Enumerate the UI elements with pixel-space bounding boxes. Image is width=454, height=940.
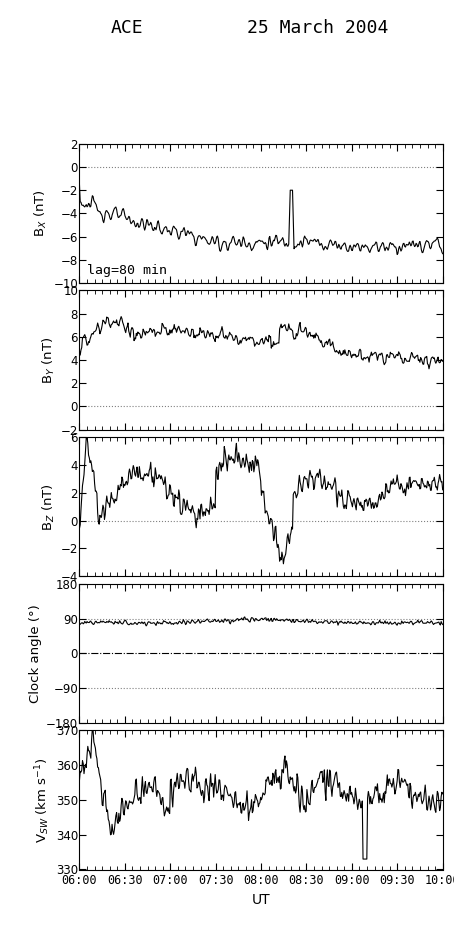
Text: 25 March 2004: 25 March 2004 [247, 19, 389, 37]
Y-axis label: V$_{SW}$ (km s$^{-1}$): V$_{SW}$ (km s$^{-1}$) [33, 757, 52, 843]
Text: ACE: ACE [111, 19, 143, 37]
X-axis label: UT: UT [252, 893, 271, 907]
Text: lag=80 min: lag=80 min [87, 264, 167, 277]
Y-axis label: B$_Y$ (nT): B$_Y$ (nT) [40, 337, 56, 384]
Y-axis label: B$_X$ (nT): B$_X$ (nT) [33, 190, 49, 237]
Y-axis label: B$_Z$ (nT): B$_Z$ (nT) [40, 483, 56, 530]
Y-axis label: Clock angle (°): Clock angle (°) [29, 603, 42, 703]
